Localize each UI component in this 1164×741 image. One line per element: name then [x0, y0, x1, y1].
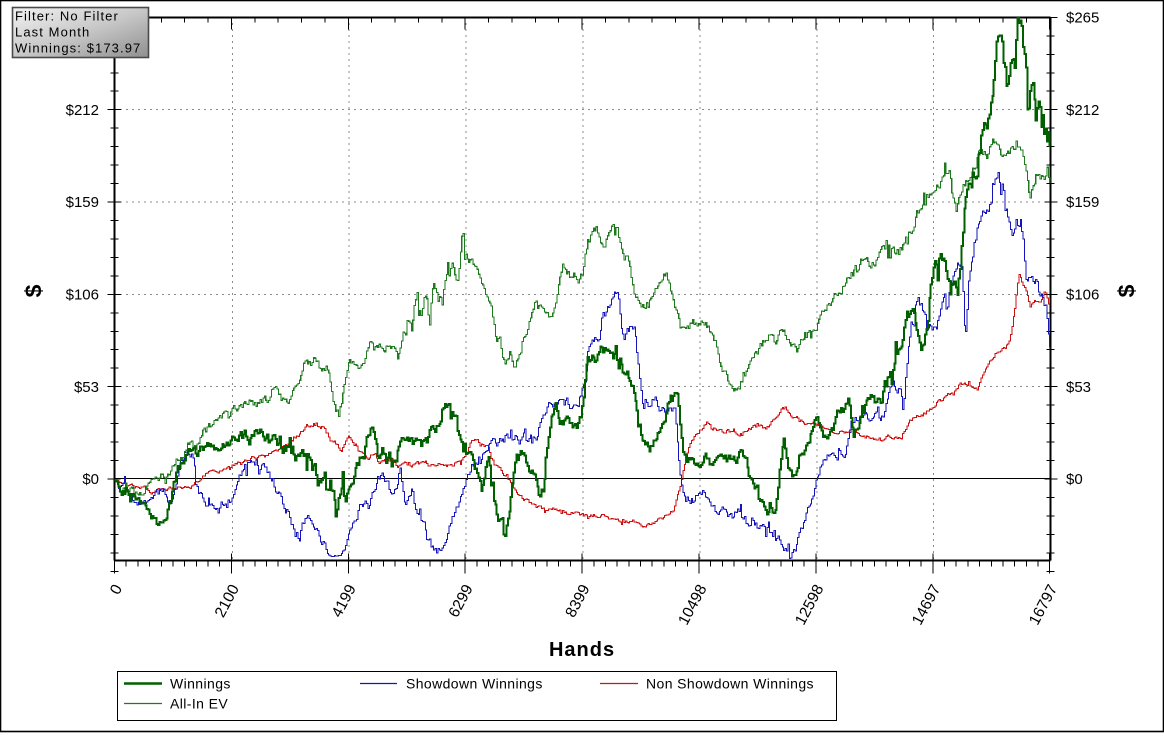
- svg-text:$159: $159: [1066, 194, 1099, 211]
- svg-text:$265: $265: [1066, 10, 1099, 27]
- svg-text:$106: $106: [66, 287, 99, 304]
- svg-text:$106: $106: [1066, 287, 1099, 304]
- svg-text:All-In EV: All-In EV: [170, 695, 228, 711]
- svg-text:$159: $159: [66, 194, 99, 211]
- svg-text:$212: $212: [66, 102, 99, 119]
- svg-text:$: $: [21, 284, 47, 297]
- svg-text:$0: $0: [82, 471, 99, 488]
- svg-text:$53: $53: [1066, 379, 1091, 396]
- svg-text:Showdown Winnings: Showdown Winnings: [406, 675, 543, 691]
- svg-text:Non Showdown Winnings: Non Showdown Winnings: [646, 675, 814, 691]
- svg-text:Winnings: $173.97: Winnings: $173.97: [15, 41, 141, 56]
- svg-text:Last Month: Last Month: [15, 25, 90, 40]
- svg-text:$212: $212: [1066, 102, 1099, 119]
- svg-text:$53: $53: [74, 379, 99, 396]
- svg-text:$: $: [1114, 284, 1140, 297]
- svg-text:Filter: No Filter: Filter: No Filter: [15, 9, 119, 24]
- svg-text:$0: $0: [1066, 471, 1083, 488]
- svg-text:Winnings: Winnings: [170, 675, 231, 691]
- svg-text:Hands: Hands: [549, 639, 615, 661]
